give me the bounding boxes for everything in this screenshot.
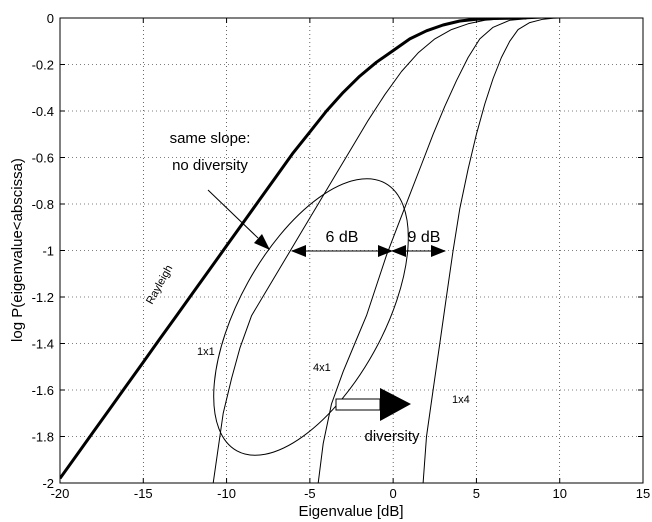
y-tick-label: -1.4 (32, 337, 54, 352)
y-tick-label: -0.4 (32, 104, 54, 119)
x-tick-label: 10 (552, 486, 566, 501)
annotation-same-slope-line1: same slope: (170, 130, 251, 147)
nine-db-arrowhead-right (431, 245, 446, 257)
diversity-ellipse (213, 178, 409, 456)
series-line-1x4 (422, 18, 565, 483)
diversity-arrowhead (380, 388, 411, 421)
diversity-arrow-shaft (335, 398, 381, 411)
series-group (60, 18, 565, 483)
x-tick-label: 0 (390, 486, 397, 501)
x-tick-label: 15 (636, 486, 650, 501)
annotation-diversity: diversity (364, 428, 420, 445)
six-db-arrowhead-right (378, 245, 393, 257)
y-tick-label: -1.2 (32, 290, 54, 305)
y-tick-label: -1 (42, 244, 54, 259)
y-tick-label: -0.2 (32, 58, 54, 73)
series-line-1x1 (212, 18, 535, 483)
y-tick-label: -1.8 (32, 430, 54, 445)
x-tick-label: -10 (217, 486, 236, 501)
series-line-rayleigh (60, 18, 527, 480)
six-db-arrowhead-left (291, 245, 306, 257)
series-line-4x1 (317, 18, 544, 483)
y-tick-label: -2 (42, 476, 54, 491)
y-tick-label: 0 (47, 11, 54, 26)
annotation-six-db: 6 dB (326, 229, 359, 246)
y-axis-label: log P(eigenvalue<abscissa) (9, 158, 26, 342)
y-tick-label: -1.6 (32, 383, 54, 398)
y-tick-label: -0.6 (32, 151, 54, 166)
same-slope-pointer-line (207, 189, 259, 239)
x-tick-label: -20 (51, 486, 70, 501)
y-tick-label: -0.8 (32, 197, 54, 212)
x-tick-label: -5 (304, 486, 316, 501)
nine-db-arrowhead-left (391, 245, 406, 257)
label-4x1: 4x1 (313, 362, 331, 374)
label-1x1: 1x1 (197, 346, 215, 358)
annotation-nine-db: 9 dB (408, 229, 441, 246)
label-1x4: 1x4 (452, 394, 470, 406)
same-slope-pointer-arrowhead (254, 234, 270, 250)
x-tick-label: -15 (134, 486, 153, 501)
ticks: -20 -15 -10 -5 0 5 10 15 0 -0.2 -0.4 -0.6 -0.8 -1 -1.2… (32, 11, 651, 501)
annotation-same-slope-line2: no diversity (172, 157, 248, 174)
x-tick-label: 5 (473, 486, 480, 501)
x-axis-label: Eigenvalue [dB] (298, 503, 403, 520)
